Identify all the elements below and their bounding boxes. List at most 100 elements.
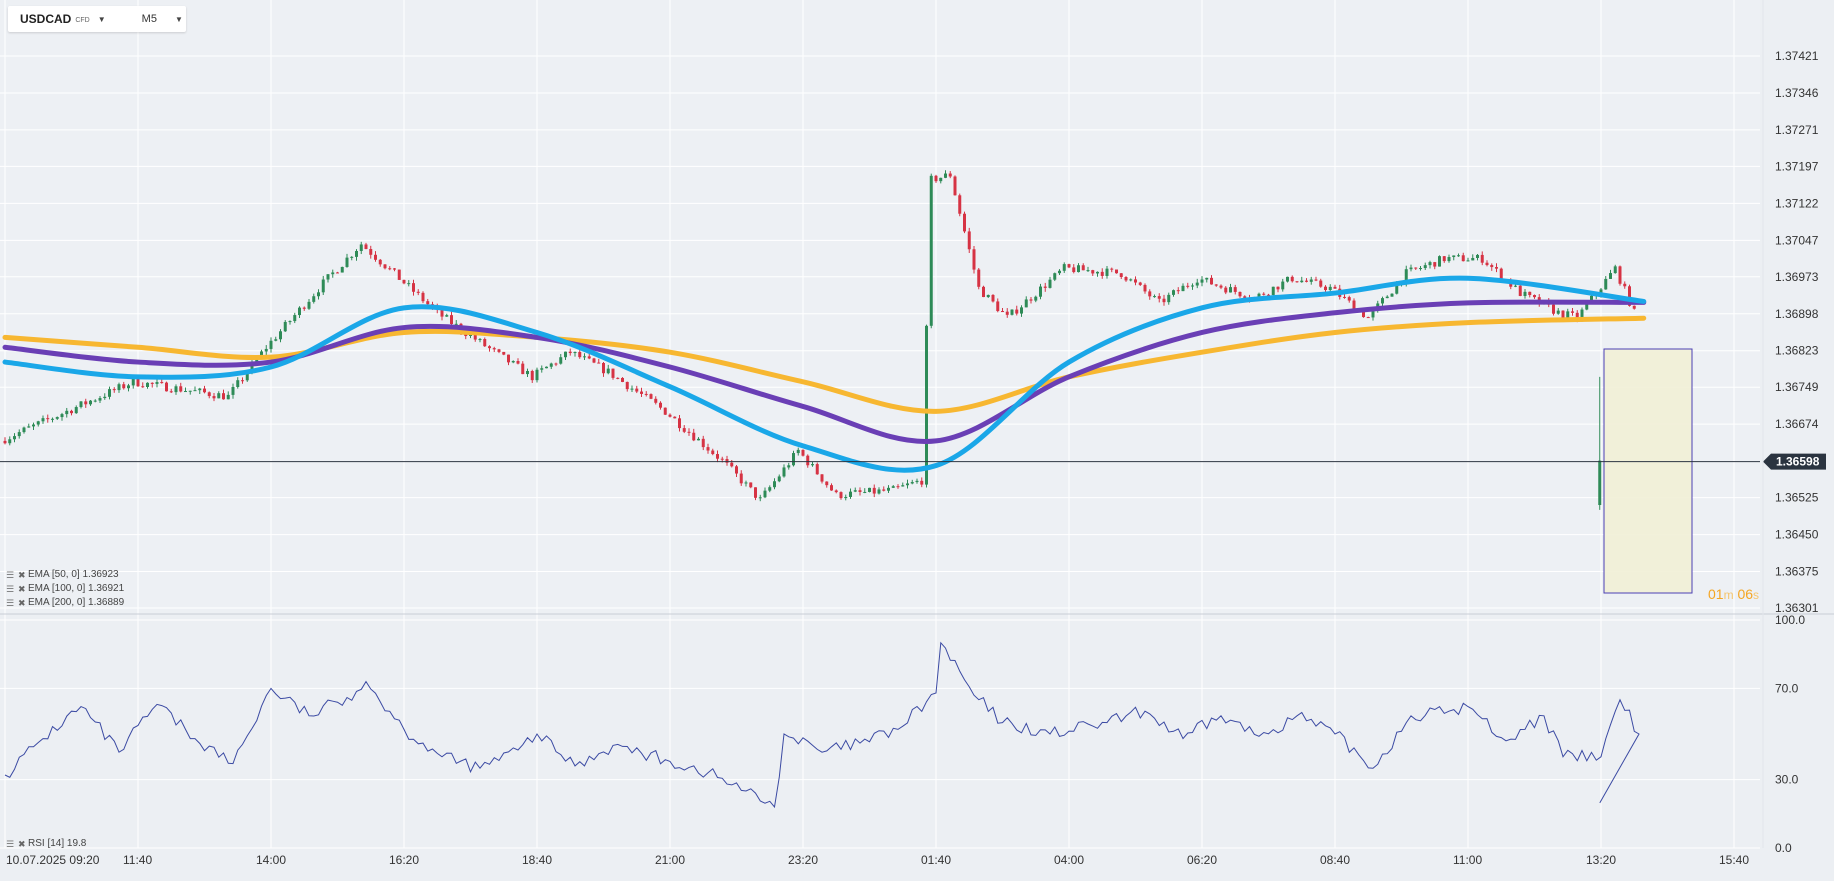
candle-body	[1157, 296, 1161, 299]
candle-body	[863, 491, 867, 493]
symbol-name[interactable]: USDCAD	[20, 12, 72, 26]
candle-body	[825, 481, 829, 486]
candle-body	[811, 464, 814, 466]
close-icon[interactable]: ✖	[18, 839, 26, 849]
legend-ema100[interactable]: ☰ ✖ EMA [100, 0] 1.36921	[6, 583, 124, 595]
candle-body	[1048, 279, 1052, 288]
candle-body	[649, 394, 653, 399]
candle-body	[1010, 309, 1014, 315]
candle-body	[606, 368, 610, 374]
candle-body	[749, 482, 753, 488]
candle-body	[1324, 286, 1327, 291]
candle-body	[901, 485, 905, 487]
candle-body	[654, 398, 658, 403]
candle-body	[340, 266, 344, 273]
ema100-line	[2, 299, 1647, 445]
candle-body	[336, 272, 339, 274]
candle-body	[1077, 265, 1080, 273]
candle-body	[1623, 283, 1627, 287]
chevron-down-icon[interactable]: ▼	[174, 14, 183, 24]
legend-rsi[interactable]: ☰ ✖ RSI [14] 19.8	[6, 838, 86, 850]
timeframe-selector[interactable]: M5	[141, 13, 157, 25]
candle-body	[269, 340, 273, 349]
candle-body	[972, 249, 976, 270]
legend-ema50[interactable]: ☰ ✖ EMA [50, 0] 1.36923	[6, 569, 119, 581]
candle-body	[1034, 296, 1038, 301]
candle-body	[554, 363, 558, 365]
candle-body	[331, 272, 335, 275]
candle-body	[1229, 287, 1232, 293]
candle-body	[283, 321, 287, 332]
candle-body	[397, 269, 401, 280]
candle-body	[1143, 284, 1147, 292]
candle-body	[1476, 254, 1479, 258]
legend-ema100-label: EMA [100, 0] 1.36921	[28, 583, 125, 594]
candle-body	[1124, 276, 1128, 281]
candle-body	[910, 482, 914, 484]
candle-body	[1371, 309, 1375, 318]
time-tick-label: 15:40	[1719, 853, 1749, 867]
candle-body	[692, 432, 696, 441]
candle-body	[1186, 285, 1190, 287]
candle-body	[155, 382, 159, 384]
settings-icon[interactable]: ☰	[6, 839, 15, 849]
candle-body	[374, 254, 377, 260]
candle-body	[1062, 264, 1066, 271]
close-icon[interactable]: ✖	[18, 598, 26, 608]
time-tick-label: 16:20	[389, 853, 419, 867]
candle-body	[1191, 285, 1194, 287]
candle-body	[754, 487, 757, 498]
ema50-line	[2, 275, 1647, 473]
candle-body	[312, 296, 316, 302]
rsi-tick-label: 70.0	[1775, 681, 1799, 695]
candle-body	[32, 424, 35, 427]
chevron-down-icon[interactable]: ▼	[97, 14, 106, 24]
close-icon[interactable]: ✖	[18, 570, 26, 580]
candle-body	[611, 368, 615, 378]
candle-body	[1309, 279, 1313, 282]
settings-icon[interactable]: ☰	[6, 584, 15, 594]
legend-ema200[interactable]: ☰ ✖ EMA [200, 0] 1.36889	[6, 597, 124, 609]
candle-body	[217, 393, 221, 399]
candle-body	[991, 294, 995, 302]
candle-body	[355, 250, 358, 257]
price-tick-label: 1.36375	[1775, 565, 1819, 579]
symbol-selector[interactable]: USDCAD CFD ▼ M5 ▼	[8, 6, 186, 32]
candle-body	[982, 286, 985, 298]
settings-icon[interactable]: ☰	[6, 570, 15, 580]
candle-body	[1575, 312, 1579, 320]
candle-body	[1438, 256, 1441, 267]
candle-body	[1029, 299, 1033, 301]
candle-body	[887, 487, 890, 491]
candle-body	[245, 372, 249, 381]
rsi-line	[4, 641, 1640, 809]
candle-body	[103, 396, 107, 399]
time-tick-label: 23:20	[788, 853, 818, 867]
candle-body	[1200, 279, 1204, 283]
candle-body	[659, 402, 662, 408]
candle-body	[222, 393, 225, 400]
rsi-layer	[4, 641, 1640, 809]
candle-body	[497, 349, 501, 352]
candle-body	[587, 356, 591, 359]
candle-body	[1020, 307, 1023, 314]
candle-body	[1414, 267, 1418, 269]
time-tick-label: 13:20	[1586, 853, 1616, 867]
candle-body	[877, 489, 881, 494]
candle-body	[891, 486, 895, 488]
price-tick-label: 1.37346	[1775, 86, 1819, 100]
candle-body	[117, 384, 121, 391]
candle-body	[839, 492, 843, 499]
candle-body	[1404, 269, 1408, 284]
candle-body	[203, 388, 206, 393]
candle-body	[1243, 296, 1247, 299]
candle-body	[51, 418, 54, 420]
candle-body	[540, 368, 544, 370]
candle-body	[160, 382, 164, 384]
candle-body	[1461, 255, 1465, 262]
settings-icon[interactable]: ☰	[6, 598, 15, 608]
close-icon[interactable]: ✖	[18, 584, 26, 594]
candle-body	[1086, 270, 1090, 272]
